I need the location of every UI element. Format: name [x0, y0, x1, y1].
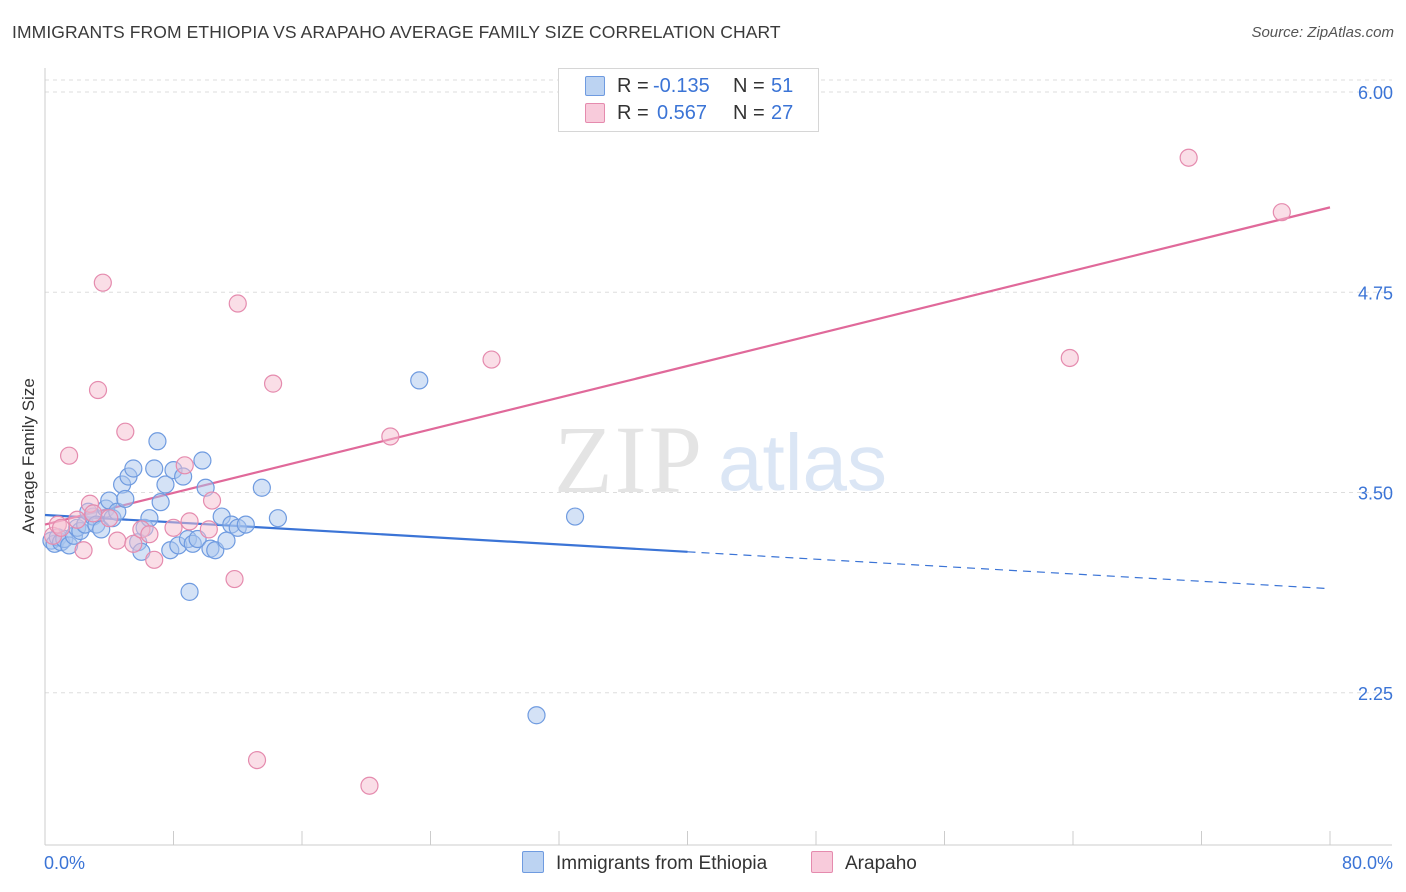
- data-point: [68, 510, 87, 529]
- data-point: [164, 518, 183, 537]
- trend-line-extension: [687, 551, 1331, 590]
- data-point: [59, 446, 79, 465]
- legend-n-value: 27: [771, 102, 794, 124]
- data-point: [1272, 203, 1291, 222]
- data-point: [74, 541, 93, 560]
- legend-label-arapaho: Arapaho: [845, 853, 917, 874]
- legend-r-label: R =: [617, 102, 649, 124]
- data-point: [202, 491, 222, 510]
- y-tick-label: 2.25: [1358, 684, 1393, 704]
- data-point: [482, 350, 501, 369]
- grid-lines: [45, 79, 1392, 694]
- data-point: [148, 432, 167, 451]
- data-point: [247, 750, 267, 770]
- data-point: [225, 569, 244, 589]
- data-point: [180, 582, 199, 601]
- data-point: [145, 550, 164, 569]
- data-point: [180, 512, 199, 531]
- data-point: [199, 520, 218, 539]
- data-point: [93, 273, 112, 292]
- data-point: [116, 489, 135, 509]
- data-point: [108, 531, 127, 550]
- y-axis-label: Average Family Size: [19, 378, 38, 534]
- data-point: [410, 371, 429, 390]
- y-tick-label: 4.75: [1358, 283, 1393, 303]
- legend-swatch-arapaho: [585, 103, 605, 123]
- data-point: [263, 374, 283, 393]
- data-point: [145, 459, 164, 478]
- series-legend: Immigrants from Ethiopia Arapaho: [0, 850, 1406, 880]
- legend-n-label: N =: [733, 102, 765, 124]
- legend-swatch-ethiopia: [585, 76, 605, 96]
- data-point: [156, 475, 175, 494]
- data-points: [42, 148, 1291, 795]
- legend-swatch-ethiopia: [522, 851, 544, 873]
- legend-r-value: 0.567: [657, 102, 708, 124]
- legend-item-arapaho: Arapaho: [811, 850, 917, 878]
- data-point: [268, 509, 288, 528]
- axis-labels: 2.25 3.50 4.75 6.00 0.0% 80.0% Average Family …: [19, 83, 1393, 873]
- source-label: Source: ZipAtlas.com: [1251, 24, 1394, 41]
- data-point: [1060, 348, 1079, 368]
- legend-label-ethiopia: Immigrants from Ethiopia: [556, 853, 768, 874]
- y-tick-label: 3.50: [1358, 484, 1393, 504]
- data-point: [124, 459, 143, 478]
- data-point: [140, 525, 159, 544]
- data-point: [1179, 148, 1198, 167]
- watermark-atlas: atlas: [718, 418, 887, 507]
- data-point: [193, 451, 212, 470]
- data-point: [565, 507, 585, 526]
- axes: [44, 68, 1392, 846]
- y-tick-label: 6.00: [1358, 83, 1393, 103]
- legend-swatch-arapaho: [811, 851, 833, 873]
- x-tick-label-max: 80.0%: [1342, 853, 1393, 873]
- series-arapaho: [43, 148, 1291, 795]
- trend-line-arapaho: [44, 206, 1331, 526]
- legend-n-value: 51: [771, 75, 794, 97]
- watermark-zip: ZIP: [554, 406, 704, 513]
- data-point: [151, 493, 170, 512]
- data-point: [88, 380, 108, 400]
- watermark: ZIP atlas: [554, 406, 887, 513]
- data-point: [84, 504, 103, 523]
- data-point: [527, 706, 546, 725]
- data-point: [252, 478, 271, 497]
- legend-r-value: -0.135: [653, 75, 710, 97]
- x-tick-label-min: 0.0%: [44, 853, 85, 873]
- data-point: [124, 534, 143, 553]
- chart-title: IMMIGRANTS FROM ETHIOPIA VS ARAPAHO AVER…: [12, 22, 781, 42]
- legend-n-label: N =: [733, 75, 765, 97]
- data-point: [381, 427, 400, 446]
- data-point: [236, 515, 255, 534]
- correlation-legend: R = -0.135 N = 51 R = 0.567 N = 27: [558, 68, 819, 132]
- legend-item-ethiopia: Immigrants from Ethiopia: [522, 850, 767, 878]
- data-point: [51, 518, 71, 537]
- data-point: [100, 509, 119, 528]
- legend-r-label: R =: [617, 75, 649, 97]
- data-point: [175, 456, 194, 475]
- data-point: [116, 422, 135, 441]
- data-point: [228, 294, 247, 313]
- data-point: [360, 776, 379, 795]
